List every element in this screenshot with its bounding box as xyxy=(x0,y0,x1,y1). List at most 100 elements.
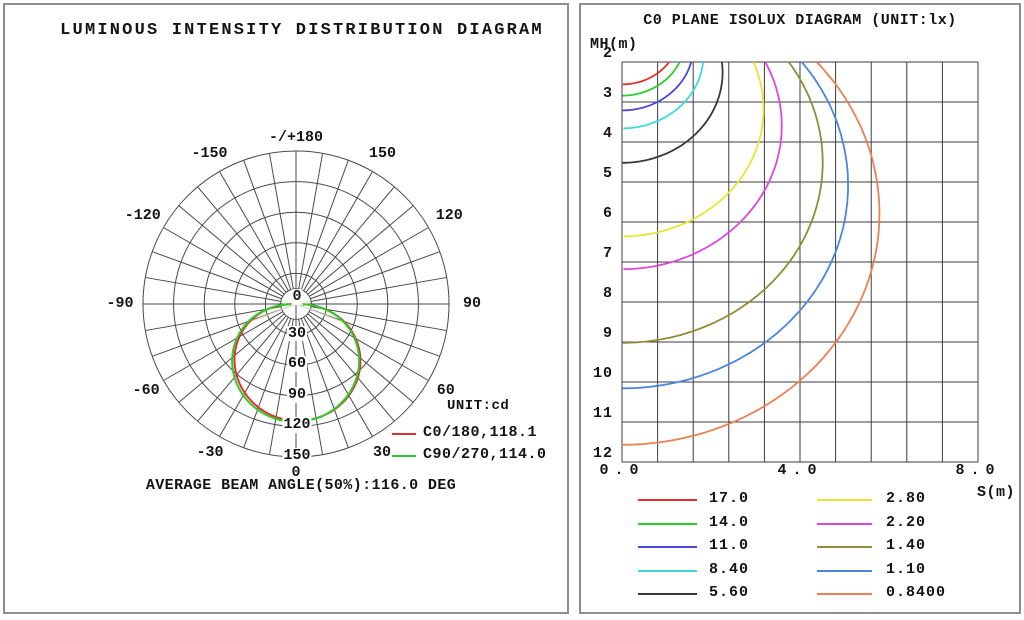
isolux-contour-17.0 xyxy=(622,61,670,86)
polar-spoke xyxy=(268,318,294,455)
polar-spoke xyxy=(300,160,349,290)
isolux-y-tick: 8 xyxy=(602,285,613,302)
polar-spoke xyxy=(152,251,282,300)
legend-line-sample xyxy=(392,455,416,457)
polar-ring-label: 30 xyxy=(286,324,308,342)
isolux-y-tick: 11 xyxy=(592,405,613,422)
isolux-x-tick: 4.0 xyxy=(777,462,823,479)
isolux-contour-0.8400 xyxy=(622,61,881,446)
polar-angle-label: -/+180 xyxy=(268,129,324,147)
isolux-contour-5.60 xyxy=(622,61,724,164)
polar-spoke xyxy=(178,205,285,295)
polar-distribution-chart xyxy=(142,150,450,458)
isolux-contour-2.80 xyxy=(623,61,765,238)
polar-spoke xyxy=(303,171,373,291)
polar-angle-label: 30 xyxy=(372,444,392,462)
isolux-y-tick: 7 xyxy=(602,245,613,262)
isolux-legend-line xyxy=(638,593,697,595)
isolux-panel: C0 PLANE ISOLUX DIAGRAM (UNIT:lx) MH(m) … xyxy=(579,3,1021,614)
polar-spoke xyxy=(197,315,287,422)
isolux-contour-14.0 xyxy=(622,61,681,97)
legend-line-sample xyxy=(392,433,416,435)
isolux-y-tick: 9 xyxy=(602,325,613,342)
isolux-contour-chart xyxy=(621,61,979,463)
polar-spoke xyxy=(298,318,324,455)
polar-spoke xyxy=(268,153,294,290)
isolux-legend-value: 2.20 xyxy=(886,513,927,531)
polar-angle-label: 90 xyxy=(462,295,482,313)
polar-angle-label: 150 xyxy=(368,145,397,163)
isolux-y-tick: 12 xyxy=(592,445,613,462)
polar-spoke xyxy=(243,318,292,448)
isolux-legend-line xyxy=(817,569,872,572)
polar-spoke xyxy=(219,317,289,437)
polar-angle-label: -30 xyxy=(196,444,224,462)
polar-ring-label: 0 xyxy=(291,288,303,306)
polar-spoke xyxy=(219,171,289,291)
legend-label: C0/180,118.1 xyxy=(423,424,538,441)
polar-spoke xyxy=(305,186,395,293)
polar-spoke xyxy=(197,186,287,293)
isolux-legend-line xyxy=(817,546,872,548)
isolux-legend-line xyxy=(817,522,872,525)
isolux-y-tick: 6 xyxy=(602,205,613,222)
polar-spoke xyxy=(145,276,282,302)
left-panel-title: LUMINOUS INTENSITY DISTRIBUTION DIAGRAM xyxy=(60,21,544,40)
isolux-y-tick: 4 xyxy=(602,125,613,142)
polar-angle-label: -150 xyxy=(191,145,228,163)
polar-spoke xyxy=(305,315,395,422)
polar-spoke xyxy=(309,311,429,381)
polar-angle-label: -60 xyxy=(132,381,160,399)
polar-spoke xyxy=(298,153,324,290)
polar-spoke xyxy=(145,306,282,332)
unit-cd-label: UNIT:cd xyxy=(447,398,510,414)
isolux-legend-value: 2.80 xyxy=(886,490,927,507)
isolux-y-tick: 2 xyxy=(602,45,613,62)
isolux-x-tick: 8.0 xyxy=(955,462,1001,479)
polar-spoke xyxy=(152,308,282,357)
isolux-legend-value: 17.0 xyxy=(709,490,750,507)
average-beam-angle-text: AVERAGE BEAM ANGLE(50%):116.0 DEG xyxy=(145,477,457,494)
isolux-legend-line xyxy=(638,499,697,501)
polar-angle-label: 120 xyxy=(435,206,463,224)
right-panel-title: C0 PLANE ISOLUX DIAGRAM (UNIT:lx) xyxy=(643,12,957,29)
luminous-intensity-panel: LUMINOUS INTENSITY DISTRIBUTION DIAGRAM … xyxy=(3,3,569,614)
isolux-contour-1.40 xyxy=(622,61,824,344)
polar-angle-label: 60 xyxy=(436,381,455,399)
polar-ring-label: 60 xyxy=(286,355,308,373)
polar-spoke xyxy=(310,276,447,302)
isolux-contour-11.0 xyxy=(622,61,693,112)
isolux-x-tick: 0.0 xyxy=(599,462,645,479)
polar-ring-label: 120 xyxy=(282,416,312,434)
polar-spoke xyxy=(309,227,429,297)
polar-spoke xyxy=(243,160,292,290)
polar-spoke xyxy=(303,317,373,437)
polar-angle-label: -90 xyxy=(106,295,134,313)
isolux-y-tick: 3 xyxy=(602,85,613,102)
isolux-legend-line xyxy=(638,569,697,572)
isolux-legend-value: 8.40 xyxy=(709,560,750,578)
isolux-legend-value: 14.0 xyxy=(709,513,750,531)
polar-angle-label: 0 xyxy=(291,464,301,482)
isolux-contour-1.10 xyxy=(622,61,850,390)
isolux-legend-value: 0.8400 xyxy=(886,584,947,601)
isolux-legend-line xyxy=(638,522,697,525)
polar-spoke xyxy=(310,306,447,332)
polar-spoke xyxy=(300,318,349,448)
polar-angle-label: -120 xyxy=(124,206,161,224)
isolux-contour-8.40 xyxy=(623,61,704,130)
polar-spoke xyxy=(163,311,283,381)
isolux-contour-2.20 xyxy=(623,61,783,271)
isolux-legend-line xyxy=(817,499,872,501)
polar-ring-label: 90 xyxy=(286,385,308,403)
isolux-legend-line xyxy=(817,593,872,595)
polar-ring-label: 150 xyxy=(282,447,312,465)
legend-label: C90/270,114.0 xyxy=(423,446,547,463)
polar-hub-ring xyxy=(280,288,312,320)
isolux-legend-value: 11.0 xyxy=(709,537,750,554)
isolux-y-tick: 10 xyxy=(592,365,613,382)
isolux-legend-value: 1.40 xyxy=(886,537,927,554)
isolux-y-tick: 5 xyxy=(602,165,613,182)
isolux-legend-value: 1.10 xyxy=(886,560,927,578)
